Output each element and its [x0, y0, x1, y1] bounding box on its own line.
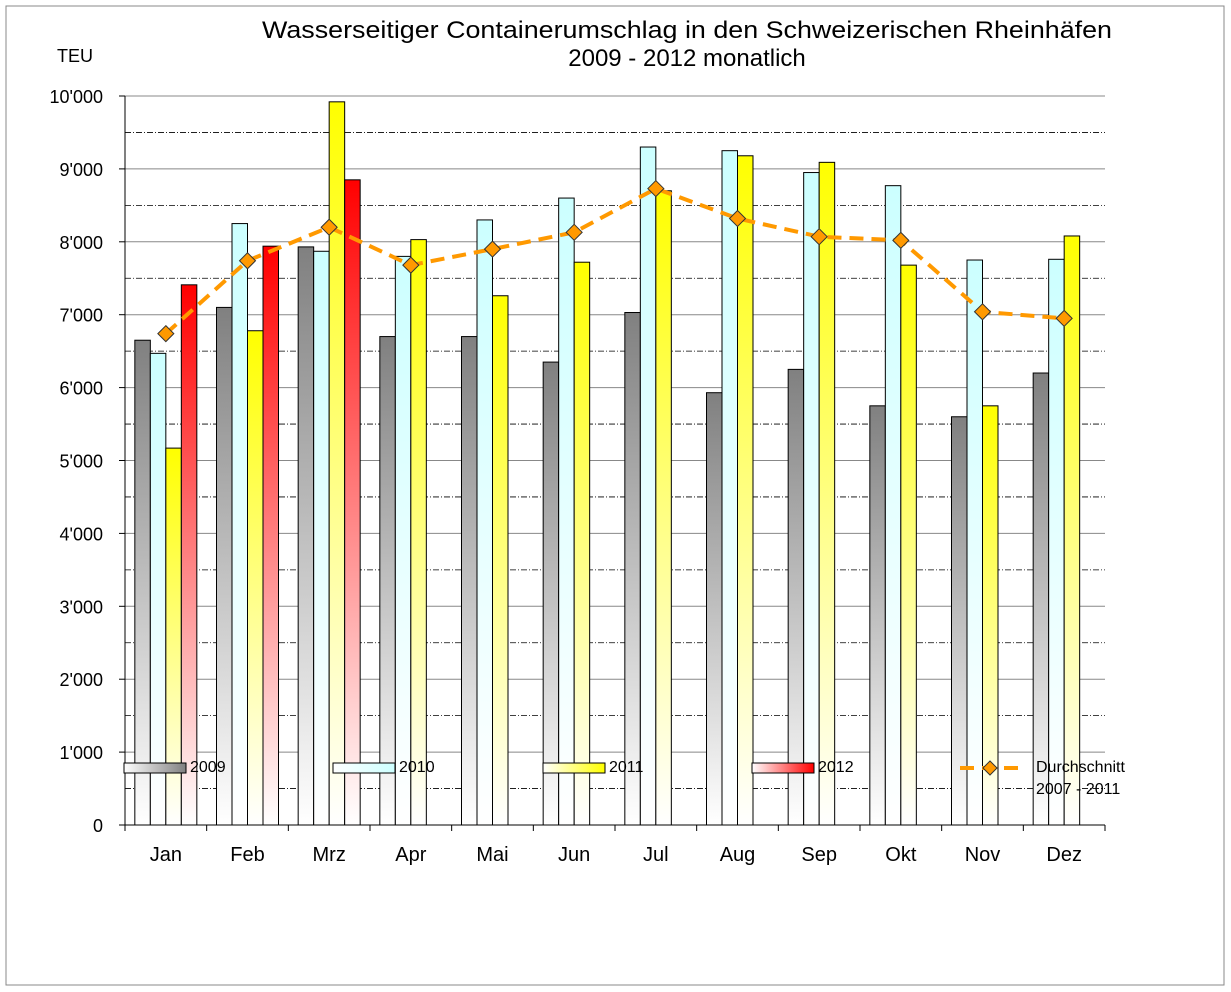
y-tick-label: 1'000 [60, 743, 103, 763]
bar [313, 250, 330, 826]
bar [216, 306, 233, 826]
x-tick-label: Jun [558, 844, 590, 866]
average-marker [973, 303, 992, 321]
y-tick-label: 0 [93, 816, 103, 836]
bar [803, 172, 820, 826]
average-marker [238, 252, 257, 270]
x-tick-label: Sep [801, 844, 837, 866]
average-marker [320, 218, 338, 236]
x-tick-label: Dez [1046, 844, 1082, 866]
average-marker [402, 256, 420, 274]
y-tick-label: 6'000 [60, 379, 103, 399]
y-tick-label: 8'000 [60, 233, 103, 253]
y-tick-label: 10'000 [50, 87, 104, 107]
bar [869, 405, 886, 826]
bar [328, 101, 346, 826]
bar [410, 239, 427, 826]
x-tick-label: Okt [885, 844, 917, 866]
bar [884, 185, 902, 826]
bar [655, 190, 672, 826]
average-marker [810, 227, 828, 246]
y-tick-label: 7'000 [60, 306, 103, 326]
bar [476, 219, 493, 826]
bar [558, 197, 575, 826]
bar [394, 255, 412, 826]
x-tick-label: Apr [395, 844, 426, 866]
average-line [164, 186, 1065, 336]
bar [231, 223, 248, 826]
bar [818, 161, 836, 826]
average-marker [892, 231, 910, 250]
average-marker [728, 209, 747, 228]
average-marker [157, 324, 175, 343]
y-tick-label: 4'000 [60, 524, 103, 544]
bar [737, 155, 754, 826]
legend-swatch [332, 762, 396, 774]
bar [262, 245, 279, 826]
bar [706, 392, 723, 826]
bar [966, 259, 983, 826]
chart-subtitle: 2009 - 2012 monatlich [568, 45, 806, 72]
bar [542, 361, 560, 826]
legend-label: 2012 [818, 759, 854, 776]
bar [344, 179, 361, 826]
bar [149, 352, 167, 826]
legend-label: Durchschnitt 2007 - 2011 [1036, 759, 1125, 798]
chart-title: Wasserseitiger Containerumschlag in den … [262, 17, 1112, 44]
bar [573, 261, 591, 826]
bar [900, 264, 917, 826]
bar [134, 339, 151, 826]
x-tick-label: Nov [965, 844, 1001, 866]
y-tick-label: 2'000 [60, 670, 103, 690]
bar [624, 312, 641, 826]
legend-label: 2009 [190, 759, 226, 776]
bar [1048, 258, 1065, 826]
bar [492, 295, 509, 826]
y-tick-label: 5'000 [60, 452, 103, 472]
legend-label: 2011 [609, 759, 644, 776]
x-tick-label: Mai [476, 844, 508, 866]
x-tick-label: Jan [150, 844, 182, 866]
bar [297, 246, 315, 826]
average-marker [565, 223, 583, 242]
x-tick-label: Aug [720, 844, 756, 866]
x-tick-label: Feb [230, 844, 264, 866]
bar [379, 336, 396, 826]
bar [461, 336, 478, 826]
legend-label: 2010 [399, 759, 435, 776]
y-axis-label: TEU [57, 46, 93, 66]
legend-marker [982, 760, 998, 776]
bar [180, 284, 198, 826]
y-tick-label: 3'000 [60, 597, 103, 617]
bar [639, 146, 657, 826]
bar [787, 368, 805, 826]
x-tick-label: Jul [643, 844, 669, 866]
legend-swatch [542, 762, 606, 774]
bar [247, 330, 264, 826]
legend-swatch [751, 762, 815, 774]
bar [721, 150, 738, 826]
average-marker [1055, 309, 1073, 328]
bar [982, 405, 999, 826]
bar [1063, 235, 1081, 826]
average-marker [483, 240, 502, 258]
legend-swatch [123, 762, 187, 774]
x-tick-label: Mrz [313, 844, 346, 866]
average-marker [647, 179, 665, 198]
bar [951, 416, 968, 826]
y-tick-label: 9'000 [60, 160, 103, 180]
